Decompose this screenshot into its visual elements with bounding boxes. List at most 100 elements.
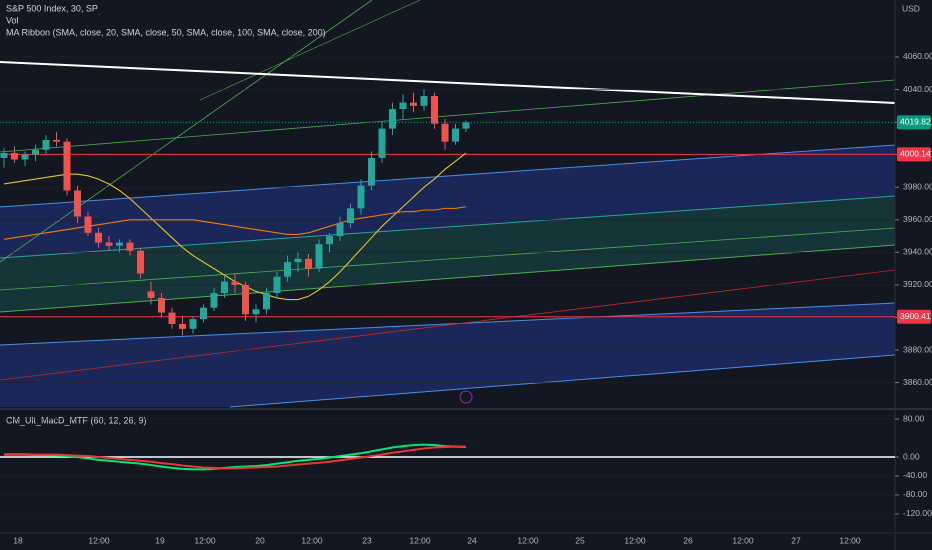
indicator-label: MA Ribbon (SMA, close, 20, SMA, close, 5… xyxy=(6,27,326,37)
candle-body xyxy=(32,149,39,155)
y-tick-label: -80.00 xyxy=(903,489,927,499)
trend-line xyxy=(0,0,373,263)
x-tick-label: 12:00 xyxy=(409,535,431,545)
indicator-label: Vol xyxy=(6,15,19,25)
candle-body xyxy=(399,102,407,110)
candle-body xyxy=(357,185,365,209)
candle-body xyxy=(347,208,354,224)
candle-body xyxy=(63,141,71,191)
y-tick-label: 4060.00 xyxy=(903,51,932,61)
candle-body xyxy=(105,242,113,246)
channel-fill xyxy=(0,303,895,407)
candle-body xyxy=(336,223,344,237)
trend-line xyxy=(0,79,896,153)
candle-body xyxy=(378,128,386,158)
channel-line xyxy=(0,195,896,259)
y-tick-label: 3980.00 xyxy=(903,181,932,191)
x-tick-label: 12:00 xyxy=(88,535,110,545)
trend-line xyxy=(199,0,421,101)
candle-body xyxy=(231,281,239,285)
candle-body xyxy=(116,242,123,246)
candle-body xyxy=(242,284,249,315)
candle-body xyxy=(189,319,197,329)
candle-body xyxy=(84,216,92,233)
candle-body xyxy=(95,232,102,243)
chart-title: S&P 500 Index, 30, SP xyxy=(6,3,98,13)
series-line xyxy=(4,445,466,470)
candle-body xyxy=(158,297,165,313)
x-tick-label: 12:00 xyxy=(624,535,646,545)
axis-unit: USD xyxy=(902,3,920,13)
x-tick-label: 25 xyxy=(575,535,585,545)
channel-line xyxy=(0,144,896,208)
x-tick-label: 27 xyxy=(791,535,801,545)
y-tick-label: 0.00 xyxy=(903,451,920,461)
x-tick-label: 20 xyxy=(255,535,265,545)
y-tick-label: 3940.00 xyxy=(903,247,932,257)
y-tick-label: 4040.00 xyxy=(903,84,932,94)
candle-body xyxy=(137,250,144,274)
x-tick-label: 18 xyxy=(13,535,23,545)
candle-body xyxy=(200,307,207,320)
candle-body xyxy=(147,291,155,298)
y-tick-label: 80.00 xyxy=(903,413,925,423)
candle-body xyxy=(431,96,438,124)
candle-body xyxy=(53,140,60,142)
x-tick-label: 12:00 xyxy=(732,535,754,545)
candle-body xyxy=(210,293,218,308)
y-tick-label: 3880.00 xyxy=(903,344,932,354)
candle-body xyxy=(273,276,281,294)
series-line xyxy=(4,443,467,471)
trend-line xyxy=(0,269,896,381)
x-tick-label: 23 xyxy=(362,535,372,545)
channel-line xyxy=(0,302,896,346)
y-tick-label: -40.00 xyxy=(903,470,927,480)
y-tick-label: 3920.00 xyxy=(903,279,932,289)
candle-body xyxy=(0,153,8,158)
x-tick-label: 12:00 xyxy=(517,535,539,545)
lightning-icon[interactable] xyxy=(459,390,473,404)
candle-body xyxy=(452,128,459,142)
channel-fill xyxy=(0,145,895,258)
price-tag xyxy=(897,147,931,162)
channel-line xyxy=(229,354,896,408)
candle-body xyxy=(462,122,470,129)
candle-body xyxy=(179,323,186,329)
candle-body xyxy=(42,140,50,150)
x-tick-label: 19 xyxy=(155,535,165,545)
candle-body xyxy=(441,123,449,142)
candle-body xyxy=(315,244,323,269)
trend-line xyxy=(0,227,896,291)
y-tick-label: 3860.00 xyxy=(903,377,932,387)
candle-body xyxy=(252,309,260,315)
candle-body xyxy=(305,258,312,269)
x-tick-label: 12:00 xyxy=(194,535,216,545)
candle-body xyxy=(168,312,176,324)
candle-body xyxy=(420,96,428,106)
y-tick-label: -120.00 xyxy=(903,508,932,518)
candle-body xyxy=(74,190,81,217)
price-tag xyxy=(897,115,931,130)
candle-body xyxy=(21,154,29,160)
price-tag-label: 4019.82 xyxy=(900,117,931,127)
candle-body xyxy=(368,157,375,186)
channel-line xyxy=(0,244,896,313)
x-tick-label: 26 xyxy=(683,535,693,545)
candle-body xyxy=(284,262,291,277)
x-tick-label: 12:00 xyxy=(839,535,861,545)
candle-body xyxy=(126,242,134,251)
y-tick-label: 3960.00 xyxy=(903,214,932,224)
price-tag-label: 3900.41 xyxy=(900,311,931,321)
x-tick-label: 24 xyxy=(467,535,477,545)
candle-body xyxy=(294,258,302,263)
candle-body xyxy=(410,102,417,106)
candle-body xyxy=(263,293,270,310)
price-tag xyxy=(897,309,931,324)
candle-body xyxy=(11,153,18,160)
indicator-title: CM_Ult_MacD_MTF (60, 12, 26, 9) xyxy=(6,415,147,425)
series-line xyxy=(3,206,467,240)
candle-body xyxy=(326,236,333,245)
price-tag-label: 4000.14 xyxy=(900,149,931,159)
trend-line xyxy=(0,61,896,104)
